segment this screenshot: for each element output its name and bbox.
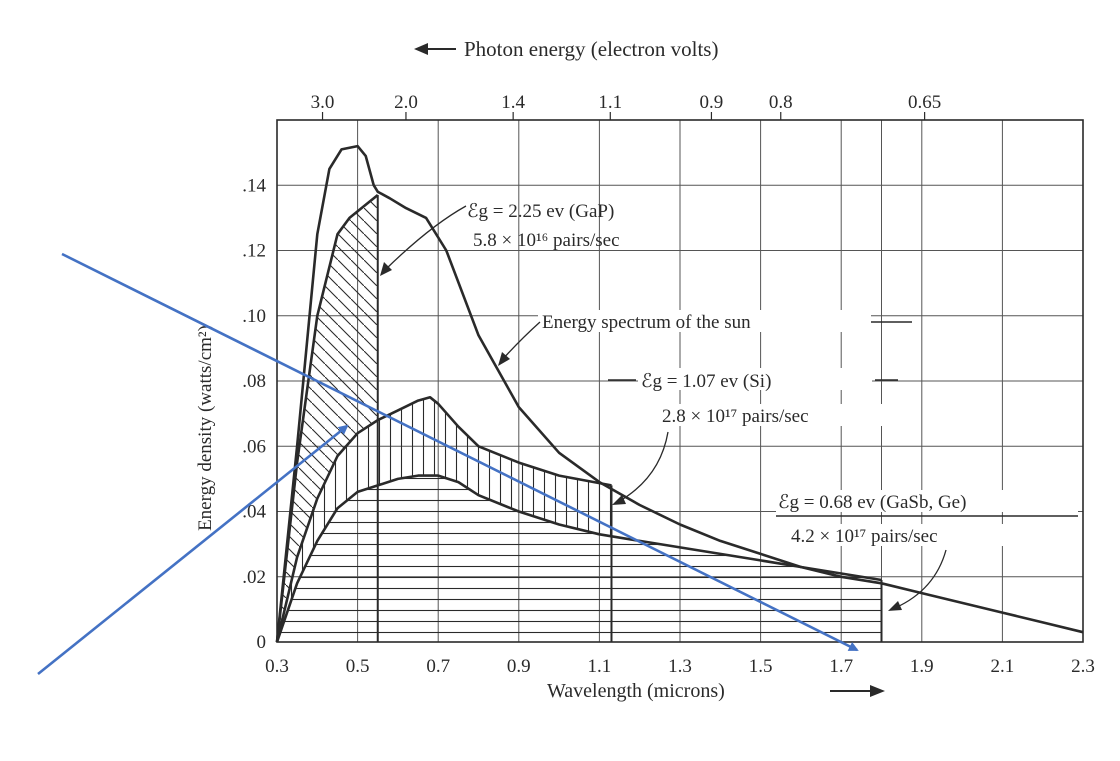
sun-spectrum-curve xyxy=(275,144,1084,643)
top-tick-label: 3.0 xyxy=(311,92,335,113)
x-tick-label: 0.3 xyxy=(265,656,289,677)
y-tick-label: .04 xyxy=(242,502,266,523)
annotation-gasb-line2: 4.2 × 10¹⁷ pairs/sec xyxy=(791,526,938,547)
si-hatched-region xyxy=(277,397,612,642)
blue-arrow-short xyxy=(37,424,349,676)
top-tick-label: 0.65 xyxy=(908,92,941,113)
annotation-sun-text: Energy spectrum of the sun xyxy=(542,312,751,333)
x-tick-label: 0.7 xyxy=(426,656,450,677)
top-tick-label: 1.1 xyxy=(598,92,622,113)
y-tick-label: .06 xyxy=(242,436,266,457)
x-tick-label: 1.7 xyxy=(829,656,853,677)
x-axis-label: Wavelength (microns) xyxy=(547,680,725,702)
y-tick-label: .10 xyxy=(242,306,266,327)
annotation-gap-line1: ℰg = 2.25 ev (GaP) xyxy=(467,201,614,222)
y-tick-label: .08 xyxy=(242,371,266,392)
x-tick-label: 1.9 xyxy=(910,656,934,677)
top-tick-label: 0.9 xyxy=(700,92,724,113)
gasb-envelope-curve xyxy=(275,474,882,643)
x-tick-label: 1.5 xyxy=(749,656,773,677)
gap-envelope-curve xyxy=(275,193,379,643)
y-tick-label: .12 xyxy=(242,241,266,262)
plot-frame xyxy=(276,119,1084,643)
annotation-sun: Energy spectrum of the sun xyxy=(498,310,912,366)
annotation-gap: ℰg = 2.25 ev (GaP) 5.8 × 10¹⁶ pairs/sec xyxy=(380,201,620,276)
gap-hatched-region xyxy=(277,195,378,642)
x-tick-label: 2.1 xyxy=(991,656,1015,677)
x-tick-label: 1.1 xyxy=(588,656,612,677)
top-tick-label: 1.4 xyxy=(501,92,525,113)
y-tick-label: .14 xyxy=(242,175,266,196)
annotation-si-line1: ℰg = 1.07 ev (Si) xyxy=(641,371,771,392)
y-axis-label: Energy density (watts/cm²) xyxy=(195,325,216,531)
annotation-gap-line2: 5.8 × 10¹⁶ pairs/sec xyxy=(473,230,620,251)
annotation-gasb: ℰg = 0.68 ev (GaSb, Ge) 4.2 × 10¹⁷ pairs… xyxy=(776,490,1078,611)
annotation-si-line2: 2.8 × 10¹⁷ pairs/sec xyxy=(662,406,809,427)
si-envelope-curve xyxy=(275,396,612,643)
x-tick-label: 0.9 xyxy=(507,656,531,677)
x-tick-label: 0.5 xyxy=(346,656,370,677)
y-tick-label: 0 xyxy=(257,632,267,653)
gasb-hatched-region xyxy=(277,475,882,642)
blue-arrow-long xyxy=(61,252,859,652)
y-tick-label: .02 xyxy=(242,567,266,588)
x-axis-title: Wavelength (microns) xyxy=(547,680,885,702)
curve-layer xyxy=(275,144,1084,643)
x-tick-label: 2.3 xyxy=(1071,656,1095,677)
x-tick-label: 1.3 xyxy=(668,656,692,677)
top-tick-label: 2.0 xyxy=(394,92,418,113)
annotation-gasb-line1: ℰg = 0.68 ev (GaSb, Ge) xyxy=(778,492,966,513)
top-axis-title: Photon energy (electron volts) xyxy=(414,37,718,61)
top-tick-label: 0.8 xyxy=(769,92,793,113)
annotation-si: ℰg = 1.07 ev (Si) 2.8 × 10¹⁷ pairs/sec xyxy=(608,368,908,505)
fill-layer xyxy=(277,195,882,642)
top-axis-label: Photon energy (electron volts) xyxy=(464,37,718,61)
